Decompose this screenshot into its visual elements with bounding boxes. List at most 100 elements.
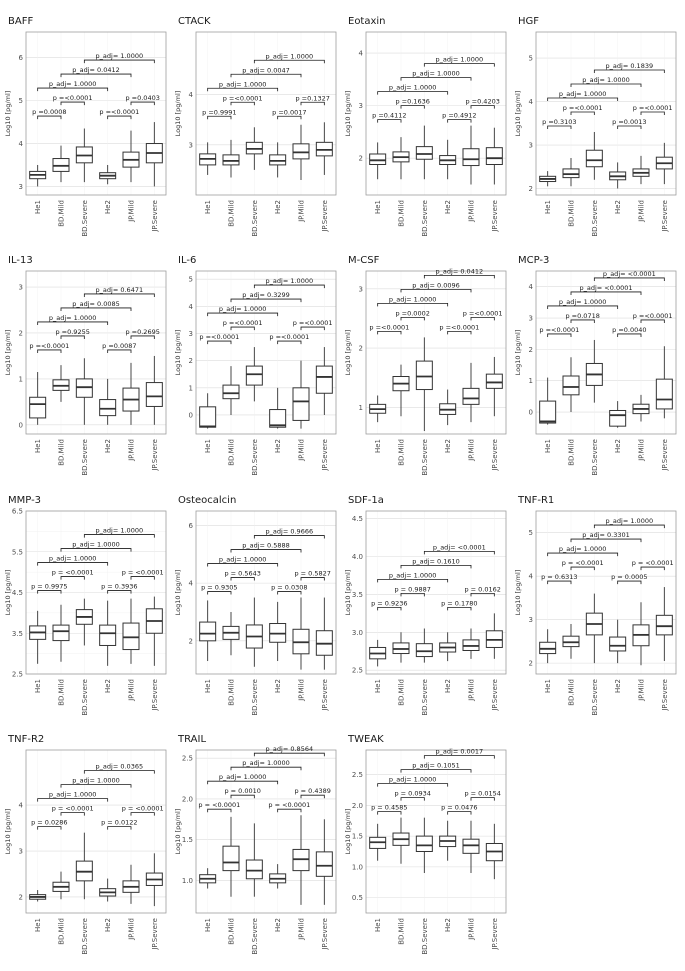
p-value-label: p_adj= <0.0001 xyxy=(603,270,656,278)
p-value-label: p_adj= 0.9666 xyxy=(266,528,314,536)
iqr-box xyxy=(75,378,93,398)
panel-tweak: TWEAK 0.5 1.0 1.5 2.0 2.5 Log10 [pg/ml] He1 BD.M… xyxy=(344,734,507,955)
y-tick-label: 1.0 xyxy=(182,877,193,885)
box-jp-mild xyxy=(632,602,650,666)
y-tick-label: 3 xyxy=(19,848,23,856)
box-he2 xyxy=(439,389,457,426)
significance-bracket xyxy=(300,101,325,106)
p-value-label: p = 0.0162 xyxy=(464,585,500,593)
significance-bracket xyxy=(377,330,402,335)
x-tick-label: BD.Severe xyxy=(591,679,599,716)
p-value-label: p_adj= 1.0000 xyxy=(606,517,654,525)
y-tick-label: 2 xyxy=(359,155,363,163)
y-tick-label: 3 xyxy=(529,315,533,323)
significance-bracket xyxy=(400,592,425,597)
significance-bracket xyxy=(83,293,155,297)
plot-frame xyxy=(535,270,677,435)
p-value-label: p_adj= 1.0000 xyxy=(219,305,267,313)
box-he2 xyxy=(609,162,627,189)
iqr-box xyxy=(292,143,310,160)
x-tick-label: BD.Mild xyxy=(58,200,66,227)
x-tick-label: BD.Mild xyxy=(398,200,406,227)
p-value-label: p =<0.0001 xyxy=(633,104,673,112)
iqr-box xyxy=(245,365,263,386)
box-jp-mild xyxy=(122,864,140,904)
y-tick-label: 5.5 xyxy=(12,548,23,556)
x-tick-label: JP.Mild xyxy=(128,439,136,462)
x-tick-label: JP.Mild xyxy=(638,439,646,462)
significance-bracket xyxy=(447,330,472,335)
y-tick-label: 3 xyxy=(19,284,23,292)
x-tick-label: JP.Severe xyxy=(661,200,669,233)
significance-bracket xyxy=(377,302,449,307)
significance-bracket xyxy=(423,755,495,759)
y-tick-label: 1 xyxy=(189,384,193,392)
x-tick-label: BD.Severe xyxy=(81,439,89,476)
y-tick-label: 2 xyxy=(529,185,533,193)
significance-bracket xyxy=(377,606,402,611)
x-tick-label: BD.Mild xyxy=(398,679,406,706)
box-he1 xyxy=(199,393,217,429)
significance-bracket xyxy=(470,592,495,597)
p-value-label: p_adj= 0.0017 xyxy=(436,748,484,756)
panel-title: M-CSF xyxy=(348,255,380,266)
significance-bracket xyxy=(230,549,302,553)
iqr-box xyxy=(655,614,673,636)
iqr-box xyxy=(245,859,263,880)
p-value-label: p_adj= 1.0000 xyxy=(266,52,314,60)
iqr-box xyxy=(462,148,480,167)
significance-bracket xyxy=(277,115,302,120)
significance-bracket xyxy=(640,319,665,323)
y-tick-label: 5 xyxy=(19,97,23,105)
iqr-box xyxy=(485,147,503,166)
y-axis-label: Log10 [pg/ml] xyxy=(174,91,182,137)
p-value-label: p = 0.9236 xyxy=(371,599,407,607)
significance-bracket xyxy=(37,562,109,566)
p-value-label: p = 0.9887 xyxy=(394,585,430,593)
plot-frame xyxy=(195,270,337,435)
panel-title: IL-13 xyxy=(8,255,33,266)
significance-bracket xyxy=(60,548,132,552)
p-value-label: p =<0.0001 xyxy=(369,323,409,331)
box-jp-severe xyxy=(485,613,503,659)
x-tick-label: JP.Severe xyxy=(661,439,669,472)
x-tick-label: JP.Mild xyxy=(638,200,646,223)
p-value-label: p_adj= 0.6471 xyxy=(96,286,144,294)
significance-bracket xyxy=(570,83,642,87)
x-tick-label: He2 xyxy=(444,918,452,932)
significance-bracket xyxy=(207,563,279,567)
panel-title: IL-6 xyxy=(178,255,196,266)
box-bd-mild xyxy=(222,816,240,897)
significance-bracket xyxy=(593,524,665,529)
x-tick-label: He2 xyxy=(104,679,112,693)
significance-bracket xyxy=(617,125,642,129)
y-axis-label: Log10 [pg/ml] xyxy=(344,330,352,376)
x-tick-label: He2 xyxy=(104,918,112,932)
p-value-label: p_adj= 1.0000 xyxy=(389,571,437,579)
x-tick-label: BD.Mild xyxy=(228,439,236,466)
significance-bracket xyxy=(470,797,495,801)
box-bd-mild xyxy=(562,624,580,659)
y-tick-label: 0 xyxy=(19,421,23,429)
significance-bracket xyxy=(277,591,302,595)
box-jp-severe xyxy=(315,819,333,905)
box-he2 xyxy=(269,864,287,889)
p-value-label: p_adj= 1.0000 xyxy=(96,527,144,535)
iqr-box xyxy=(609,636,627,652)
x-tick-label: He1 xyxy=(34,918,42,932)
box-jp-severe xyxy=(315,122,333,175)
x-tick-label: He1 xyxy=(374,918,382,932)
significance-bracket xyxy=(617,333,642,337)
significance-bracket xyxy=(570,319,595,323)
panel-title: Eotaxin xyxy=(348,16,386,27)
x-tick-label: BD.Severe xyxy=(251,200,259,237)
y-axis-label: Log10 [pg/ml] xyxy=(514,570,522,616)
x-tick-label: BD.Severe xyxy=(81,679,89,716)
x-tick-label: He1 xyxy=(374,679,382,693)
y-tick-label: 4 xyxy=(529,283,534,291)
box-jp-mild xyxy=(462,362,480,423)
x-tick-label: He2 xyxy=(274,918,282,932)
p-value-label: p = 0.1780 xyxy=(441,599,477,607)
p-value-label: p_adj= 1.0000 xyxy=(72,777,120,785)
box-jp-mild xyxy=(292,597,310,670)
